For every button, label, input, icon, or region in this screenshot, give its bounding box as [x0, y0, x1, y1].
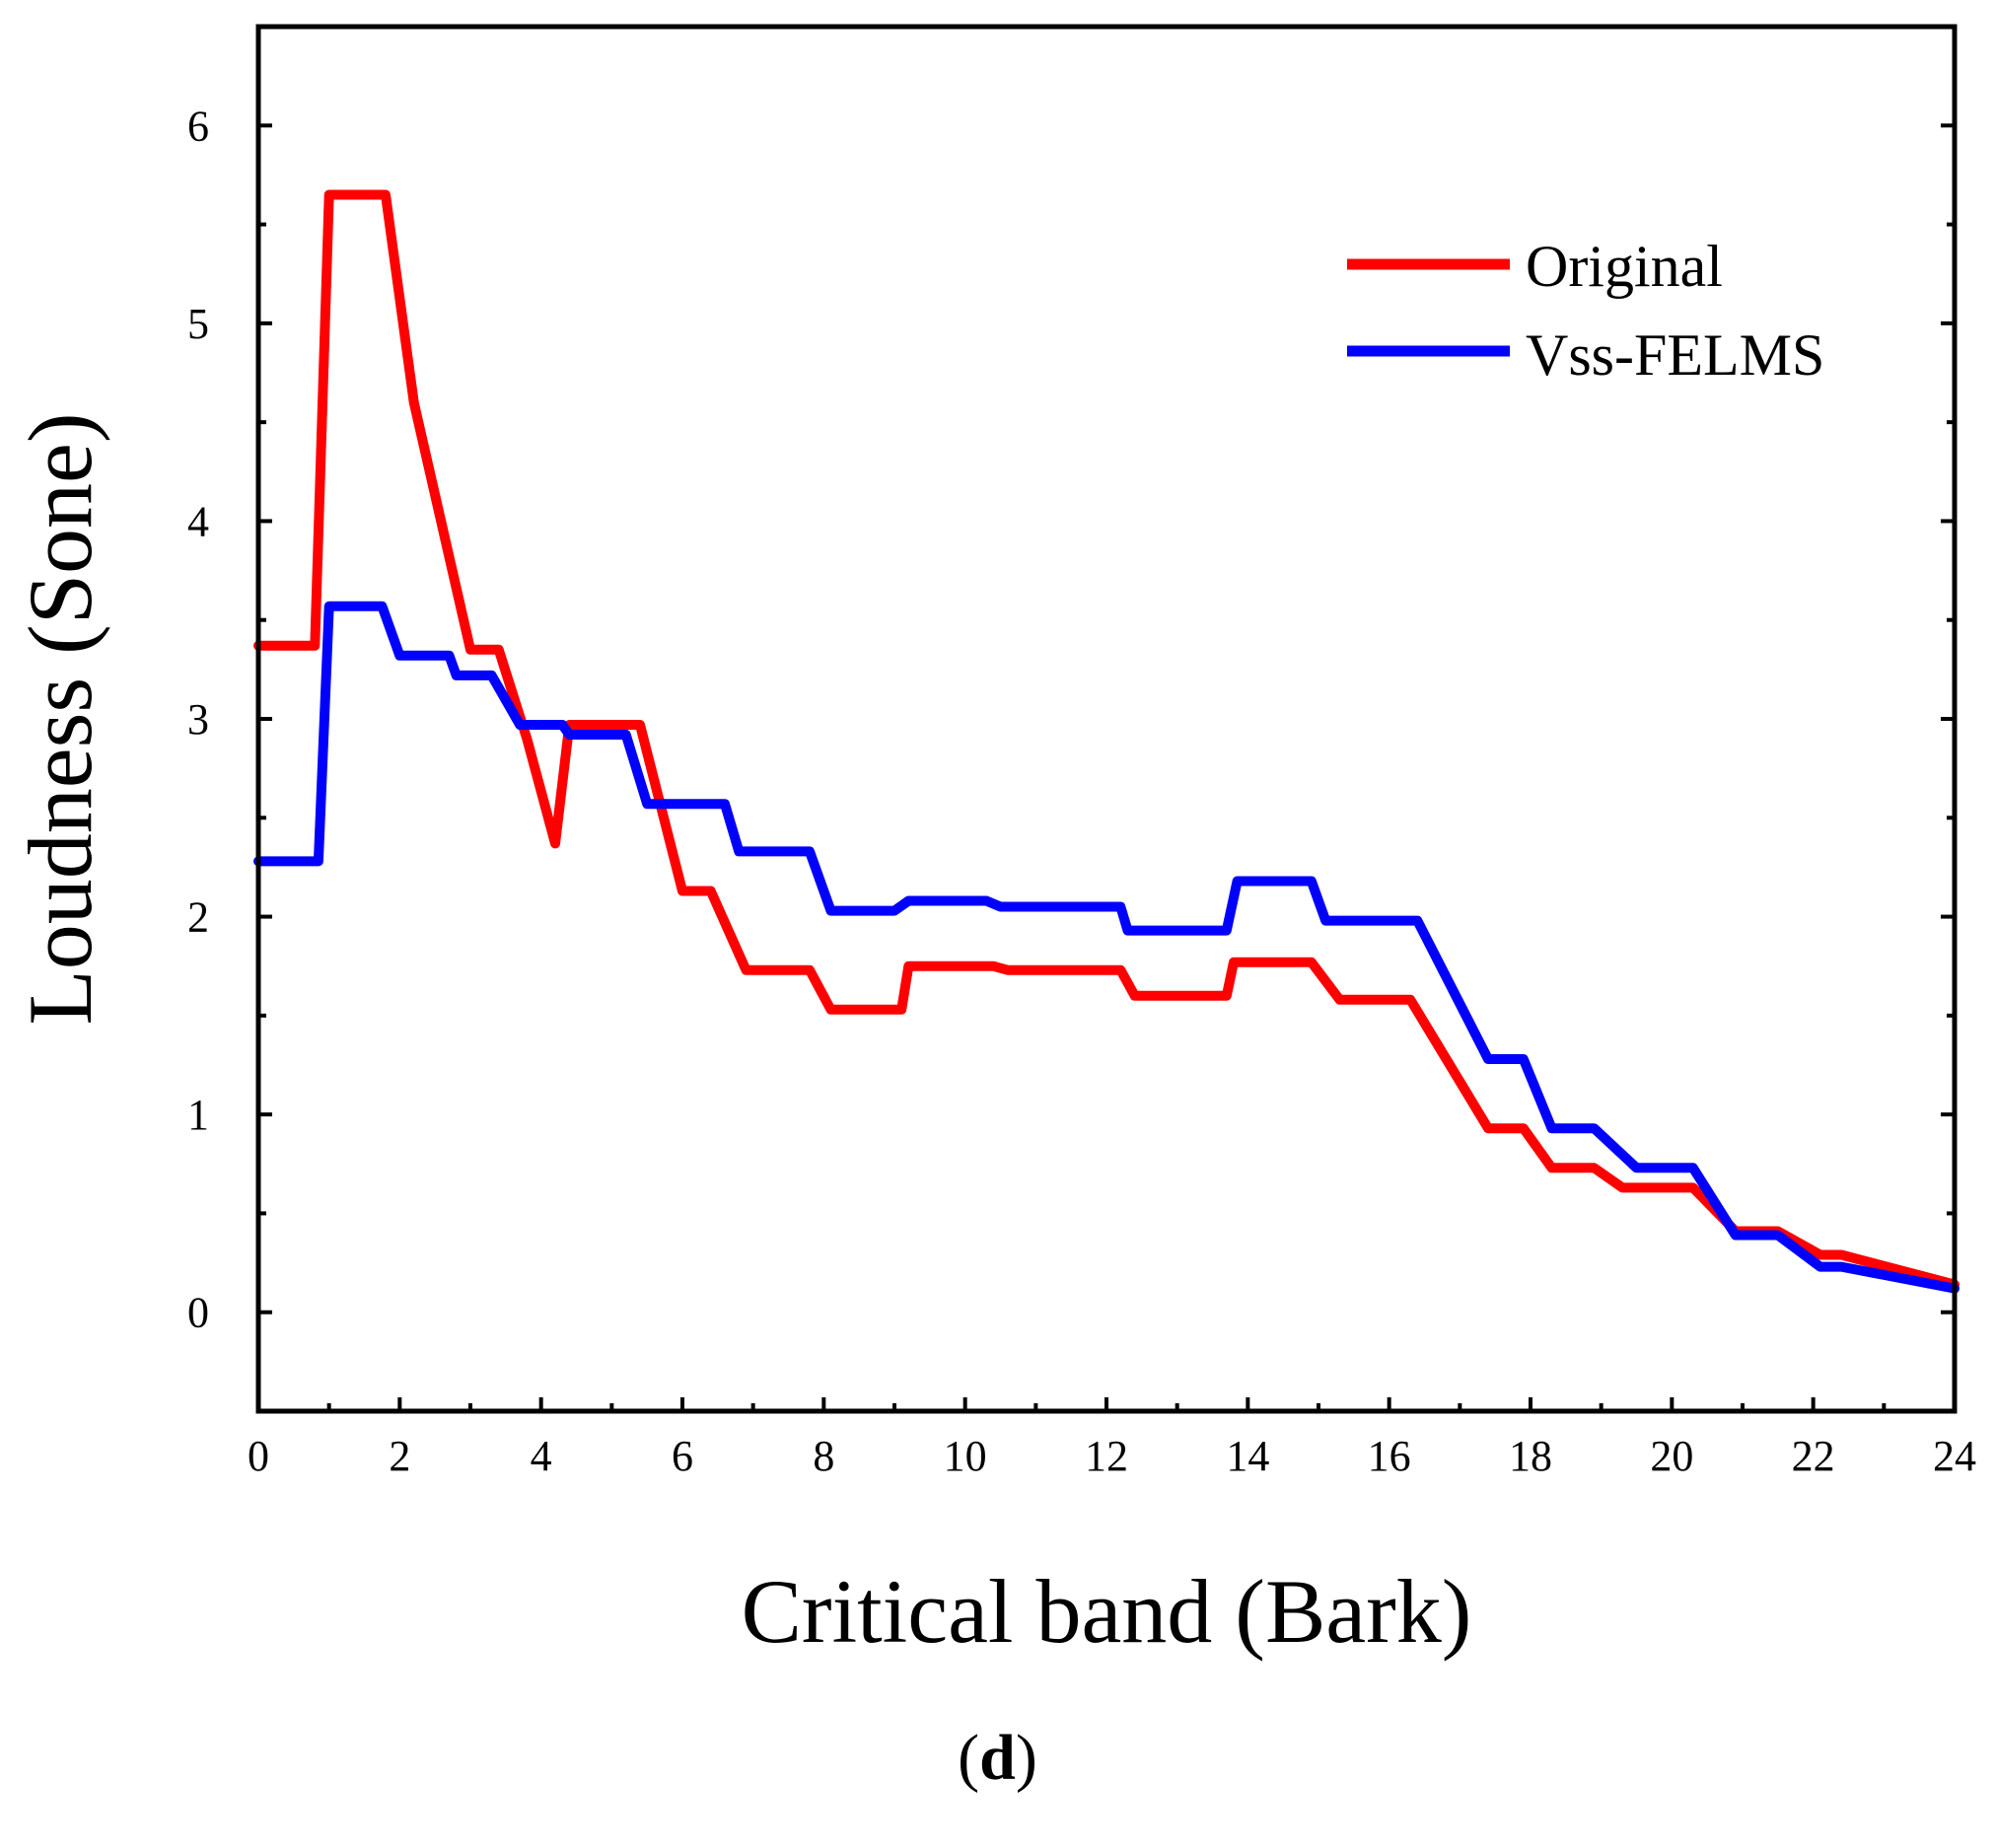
x-tick-label: 0 — [248, 1432, 269, 1480]
panel-label-letter: d — [979, 1722, 1016, 1794]
x-tick-label: 20 — [1650, 1432, 1693, 1480]
panel-label: (d) — [0, 1721, 1995, 1796]
y-tick-label: 1 — [187, 1091, 209, 1139]
x-tick-label: 10 — [944, 1432, 987, 1480]
y-tick-label: 5 — [187, 300, 209, 348]
y-axis-title: Loudness (Sone) — [10, 413, 110, 1026]
x-tick-label: 6 — [672, 1432, 693, 1480]
x-tick-label: 2 — [389, 1432, 410, 1480]
y-tick-label: 3 — [187, 695, 209, 744]
y-tick-label: 4 — [187, 497, 209, 545]
legend-label-original: Original — [1526, 234, 1723, 299]
series-line-original — [253, 189, 1959, 1290]
x-tick-label: 16 — [1368, 1432, 1411, 1480]
x-tick-label: 24 — [1933, 1432, 1976, 1480]
y-tick-label: 2 — [187, 893, 209, 942]
y-tick-label: 6 — [187, 102, 209, 150]
x-tick-label: 4 — [531, 1432, 552, 1480]
x-tick-label: 14 — [1226, 1432, 1269, 1480]
x-tick-label: 18 — [1509, 1432, 1552, 1480]
x-tick-label: 8 — [813, 1432, 834, 1480]
x-tick-label: 12 — [1085, 1432, 1128, 1480]
x-axis-title: Critical band (Bark) — [742, 1561, 1472, 1662]
x-tick-label: 22 — [1792, 1432, 1835, 1480]
series-line-vss-felms — [253, 601, 1959, 1294]
plot-frame — [255, 24, 1958, 1414]
panel-label-close: ) — [1015, 1722, 1037, 1794]
legend-label-vss-felms: Vss-FELMS — [1526, 322, 1824, 388]
series-layer — [253, 189, 1959, 1294]
y-tick-label: 0 — [187, 1289, 209, 1337]
panel-label-open: ( — [958, 1722, 980, 1794]
legend: Original Vss-FELMS — [1347, 234, 1824, 388]
